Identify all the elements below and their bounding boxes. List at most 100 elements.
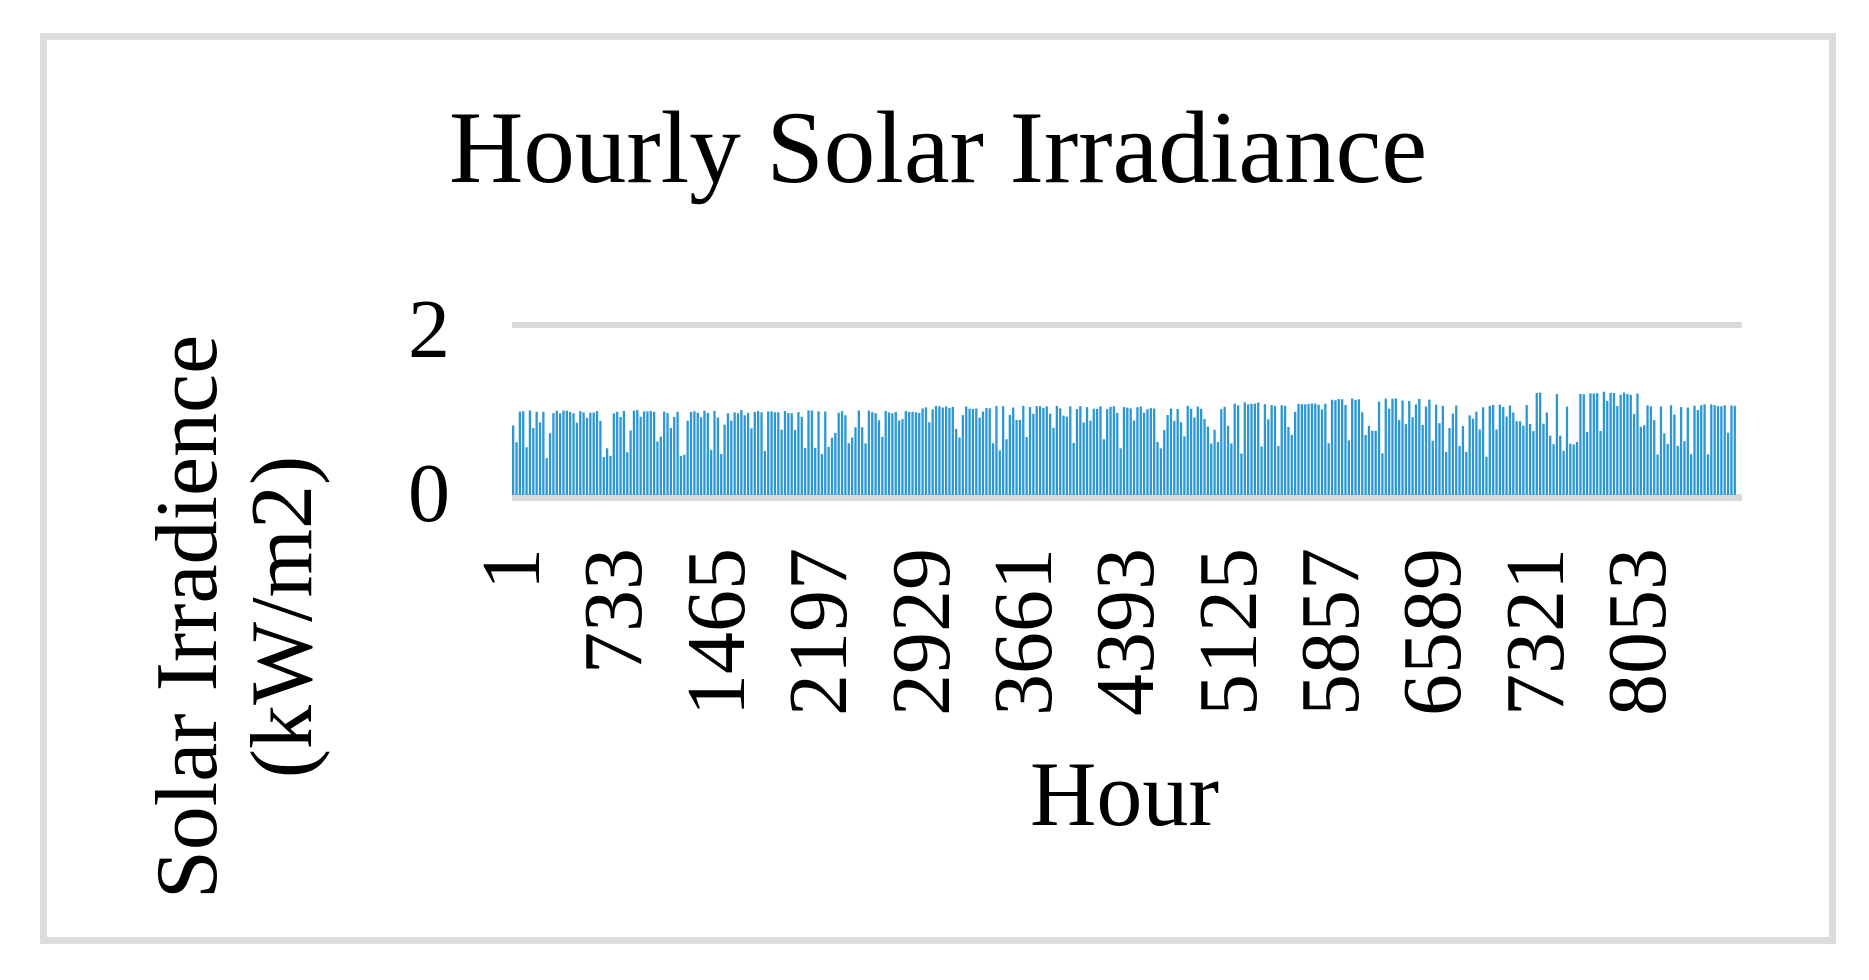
daily-irradiance-bar (656, 441, 659, 495)
daily-irradiance-bar (897, 420, 901, 495)
daily-irradiance-bar (1247, 404, 1250, 495)
daily-irradiance-bar (857, 410, 860, 495)
daily-irradiance-bar (904, 411, 907, 495)
daily-irradiance-bar (1622, 392, 1626, 495)
daily-irradiance-bar (1035, 406, 1038, 495)
daily-irradiance-bar (1236, 405, 1240, 495)
daily-irradiance-bar (1022, 405, 1025, 495)
daily-irradiance-bar (1280, 405, 1283, 495)
daily-irradiance-bar (1690, 454, 1693, 495)
daily-irradiance-bar (1233, 403, 1236, 495)
daily-irradiance-bar (619, 416, 622, 495)
daily-irradiance-bar (1475, 411, 1478, 495)
daily-irradiance-bar (991, 443, 995, 495)
x-tick-label: 5125 (1181, 548, 1275, 716)
x-tick-label: 1465 (669, 548, 763, 716)
daily-irradiance-bar (924, 407, 928, 495)
x-tick-label: 1 (465, 548, 559, 590)
daily-irradiance-bar (1606, 400, 1609, 495)
daily-irradiance-bar (1431, 440, 1434, 495)
daily-irradiance-bar (891, 413, 894, 495)
daily-irradiance-bar (928, 422, 931, 495)
daily-irradiance-bar (790, 413, 793, 495)
daily-irradiance-bar (948, 408, 951, 495)
daily-irradiance-bar (1122, 407, 1126, 495)
daily-irradiance-bar (951, 406, 954, 495)
daily-irradiance-bar (1589, 393, 1592, 495)
daily-irradiance-bar (622, 410, 626, 495)
daily-irradiance-bar (803, 448, 807, 495)
daily-irradiance-bar (820, 453, 824, 495)
daily-irradiance-bar (649, 410, 652, 495)
daily-irradiance-bar (1612, 393, 1616, 495)
daily-irradiance-bar (965, 406, 968, 495)
x-tick-label: 7321 (1488, 548, 1582, 716)
daily-irradiance-bar (1716, 406, 1720, 495)
daily-irradiance-bar (1676, 445, 1679, 495)
daily-irradiance-bar (1102, 439, 1105, 495)
x-tick-label: 2197 (772, 548, 866, 716)
daily-irradiance-bar (1512, 412, 1515, 495)
daily-irradiance-bar (1163, 430, 1166, 495)
daily-irradiance-bar (1337, 399, 1340, 495)
daily-irradiance-bar (1441, 405, 1444, 495)
daily-irradiance-bar (616, 411, 619, 495)
gridline-y2 (512, 322, 1742, 328)
daily-irradiance-bar (1159, 448, 1163, 495)
daily-irradiance-bar (817, 411, 820, 495)
daily-irradiance-bar (1656, 454, 1659, 495)
daily-irradiance-bar (723, 424, 726, 495)
daily-irradiance-bar (1683, 441, 1686, 495)
daily-irradiance-bar (646, 411, 649, 495)
daily-irradiance-bar (1542, 423, 1545, 495)
daily-irradiance-bar (1381, 453, 1384, 495)
daily-irradiance-bar (1414, 404, 1418, 495)
daily-irradiance-bar (1599, 430, 1602, 495)
gridline-y0-baseline (512, 494, 1742, 501)
daily-irradiance-bar (975, 408, 978, 495)
daily-irradiance-bar (1119, 448, 1122, 495)
daily-irradiance-bar (1575, 441, 1579, 495)
daily-irradiance-bar (1364, 434, 1367, 495)
daily-irradiance-bar (914, 412, 918, 495)
daily-irradiance-bar (1673, 414, 1676, 495)
daily-irradiance-bar (1324, 403, 1327, 495)
daily-irradiance-bar (1330, 399, 1334, 495)
daily-irradiance-bar (525, 447, 528, 495)
daily-irradiance-bar (1706, 454, 1710, 495)
daily-irradiance-bar (944, 406, 948, 495)
daily-irradiance-bar (763, 450, 767, 495)
daily-irradiance-bar (1136, 407, 1139, 495)
daily-irradiance-bar (1619, 394, 1622, 495)
daily-irradiance-bar (636, 410, 639, 495)
daily-irradiance-bar (1267, 419, 1270, 495)
daily-irradiance-bar (1485, 456, 1488, 495)
daily-irradiance-bar (1179, 422, 1183, 495)
daily-irradiance-bar (669, 427, 673, 495)
daily-irradiance-bar (1243, 402, 1246, 495)
daily-irradiance-bar (1129, 408, 1132, 495)
y-tick-label-min: 0 (408, 447, 450, 540)
daily-irradiance-bar (1082, 422, 1085, 495)
daily-irradiance-bar (1602, 391, 1606, 495)
daily-irradiance-bar (1351, 398, 1354, 495)
daily-irradiance-bar (1471, 418, 1475, 495)
daily-irradiance-bar (1132, 420, 1136, 495)
daily-irradiance-bar (1438, 423, 1441, 495)
daily-irradiance-bar (1062, 415, 1065, 495)
daily-irradiance-bar (1116, 412, 1119, 495)
daily-irradiance-bar (1300, 404, 1303, 495)
daily-irradiance-bar (1196, 406, 1199, 495)
daily-irradiance-bar (1448, 428, 1451, 495)
daily-irradiance-bar (861, 427, 864, 495)
x-tick-label: 6589 (1386, 548, 1480, 716)
daily-irradiance-bar (605, 448, 609, 495)
daily-irradiance-bar (1038, 406, 1042, 495)
daily-irradiance-bar (1549, 435, 1552, 495)
daily-irradiance-bar (1320, 409, 1324, 495)
daily-irradiance-bar (1357, 399, 1361, 495)
daily-irradiance-bar (676, 411, 679, 495)
daily-irradiance-bar (1028, 407, 1032, 495)
daily-irradiance-bar (699, 417, 703, 495)
daily-irradiance-bar (847, 443, 850, 495)
